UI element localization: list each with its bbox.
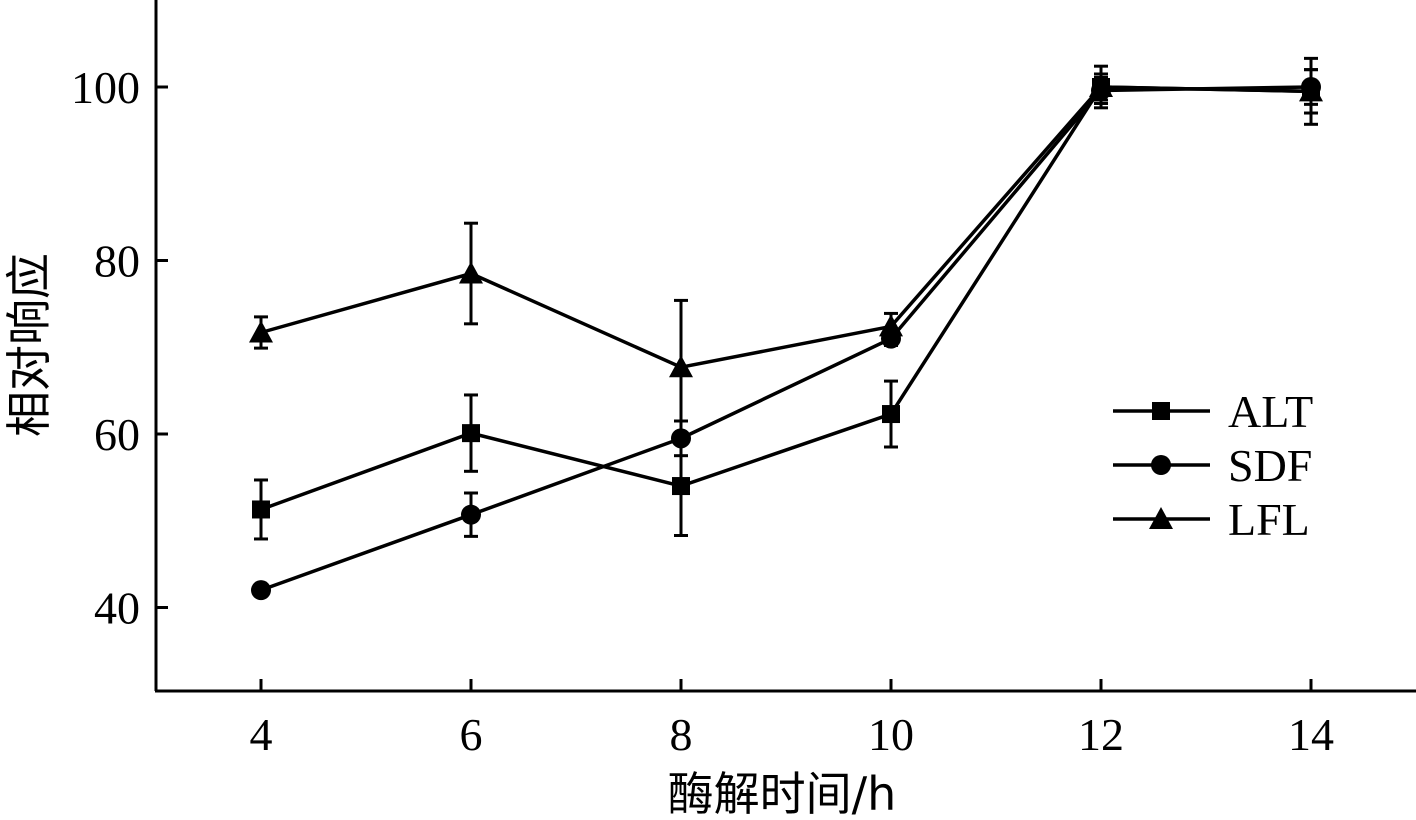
y-tick-label: 80: [94, 236, 140, 287]
series-lfl: [249, 68, 1323, 436]
legend-marker-sdf: [1151, 455, 1171, 475]
x-axis-ticks: 4 6 8 10 12 14: [250, 679, 1334, 760]
y-tick-label: 40: [94, 583, 140, 634]
legend-label-alt: ALT: [1228, 386, 1313, 437]
x-axis-title: 酶解时间/h: [668, 767, 897, 820]
x-tick-label: 8: [670, 709, 693, 760]
x-tick-label: 6: [460, 709, 483, 760]
series-layer: [249, 56, 1323, 601]
data-point-lfl: [669, 355, 693, 378]
series-line-alt: [260, 85, 1312, 512]
legend-marker-alt: [1152, 402, 1170, 420]
data-point-alt: [882, 405, 900, 424]
legend-label-sdf: SDF: [1228, 440, 1312, 491]
data-point-alt: [462, 424, 480, 443]
data-point-lfl: [459, 261, 483, 284]
y-tick-label: 100: [71, 62, 140, 113]
y-tick-label: 60: [94, 409, 140, 460]
data-point-sdf: [461, 504, 481, 525]
legend-label-lfl: LFL: [1228, 494, 1310, 545]
legend-marker-lfl: [1149, 507, 1173, 529]
x-tick-label: 10: [868, 709, 914, 760]
series-line-sdf: [260, 85, 1312, 592]
axes: [154, 0, 1416, 693]
data-point-alt: [252, 500, 270, 519]
x-tick-label: 14: [1288, 709, 1334, 760]
y-axis-title: 相对响应: [2, 253, 56, 437]
series-line-lfl: [260, 85, 1312, 370]
x-tick-label: 12: [1078, 709, 1124, 760]
legend-item-alt: ALT: [1113, 386, 1313, 437]
legend-item-sdf: SDF: [1113, 440, 1312, 491]
data-point-lfl: [1089, 75, 1113, 97]
data-point-alt: [672, 477, 690, 496]
y-axis-ticks: 40 60 80 100: [71, 62, 168, 634]
data-point-lfl: [879, 314, 903, 337]
legend-item-lfl: LFL: [1113, 494, 1310, 545]
data-point-lfl: [249, 320, 273, 343]
data-point-sdf: [251, 580, 271, 601]
x-tick-label: 4: [250, 709, 273, 760]
data-point-lfl: [1299, 79, 1323, 102]
